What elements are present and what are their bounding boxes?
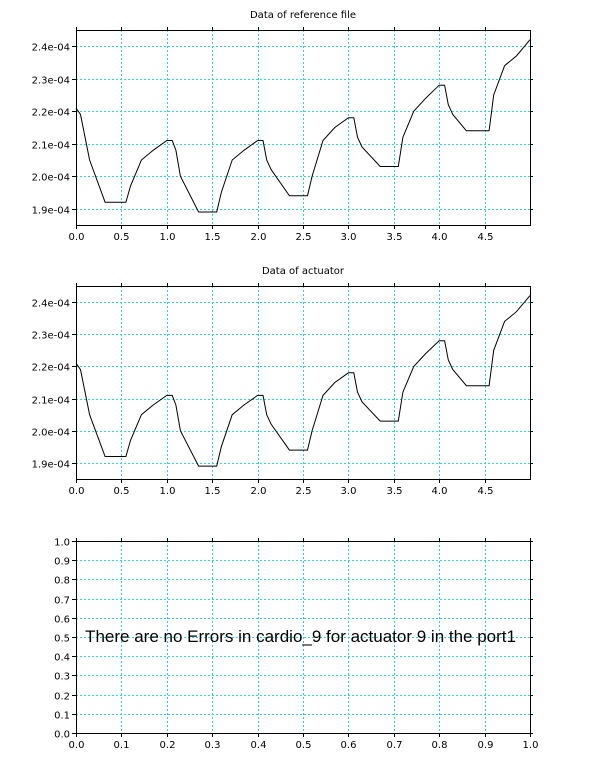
y-tick-label: 2.1e-04 <box>32 396 70 407</box>
x-tick-label: 2.0 <box>251 232 267 243</box>
x-tick-label: 4.5 <box>478 486 494 497</box>
y-tick-label: 0.4 <box>54 653 70 664</box>
y-tick-label: 1.9e-04 <box>32 206 70 217</box>
x-tick-label: 0.9 <box>478 740 494 751</box>
x-tick-label: 1.0 <box>160 486 176 497</box>
y-tick-label: 0.9 <box>54 557 70 568</box>
y-tick-label: 2.4e-04 <box>32 299 70 310</box>
x-tick-label: 0.0 <box>69 486 85 497</box>
x-tick-label: 2.5 <box>296 232 312 243</box>
y-tick-label: 0.3 <box>54 672 70 683</box>
series-line-1 <box>75 295 531 467</box>
y-tick-label: 0.7 <box>54 596 70 607</box>
y-tick-label: 2.3e-04 <box>32 76 70 87</box>
x-tick-label: 0.2 <box>160 740 176 751</box>
x-tick-label: 0.8 <box>432 740 448 751</box>
y-tick-label: 2.2e-04 <box>32 363 70 374</box>
x-tick-label: 1.5 <box>205 232 221 243</box>
x-tick-label: 2.5 <box>296 486 312 497</box>
chart-1: Data of reference file 0.0 0.5 1.0 1.5 2.0 2.5… <box>32 10 533 243</box>
y-tick-label: 1.9e-04 <box>32 460 70 471</box>
chart-3: 0.0 0.1 0.2 0.3 0.4 0.5 0.6 0.7 0.8 0.9 1.0 0.0 0.1 0… <box>54 538 538 752</box>
y-tick-label: 2.4e-04 <box>32 43 70 54</box>
y-tick-label: 2.0e-04 <box>32 173 70 184</box>
x-tick-label: 1.0 <box>160 232 176 243</box>
x-tick-label: 2.0 <box>251 486 267 497</box>
x-tick-label: 3.0 <box>341 486 357 497</box>
y-tick-label: 0.5 <box>54 634 70 645</box>
y-tick-label: 1.0 <box>54 538 70 549</box>
x-tick-label: 3.0 <box>341 232 357 243</box>
x-tick-label: 4.0 <box>432 486 448 497</box>
chart-2: Data of actuator 0.0 0.5 1.0 1.5 2.0 2.5 3.0 3.5… <box>32 266 533 497</box>
x-tick-label: 0.7 <box>387 740 403 751</box>
x-tick-label: 0.3 <box>205 740 221 751</box>
chart-title: Data of reference file <box>250 10 356 21</box>
y-tick-label: 2.3e-04 <box>32 331 70 342</box>
x-tick-label: 0.5 <box>114 232 130 243</box>
x-tick-label: 1.5 <box>205 486 221 497</box>
status-message: There are no Errors in cardio_9 for actu… <box>85 627 516 646</box>
x-tick-label: 0.5 <box>296 740 312 751</box>
series-line-1 <box>75 39 531 213</box>
y-tick-label: 0.1 <box>54 711 70 722</box>
chart-title: Data of actuator <box>262 266 345 277</box>
x-tick-label: 0.1 <box>114 740 130 751</box>
y-tick-label: 0.0 <box>54 730 70 741</box>
x-tick-label: 0.6 <box>341 740 357 751</box>
y-tick-label: 2.0e-04 <box>32 428 70 439</box>
x-tick-label: 1.0 <box>523 740 539 751</box>
x-tick-label: 3.5 <box>387 232 403 243</box>
x-tick-label: 0.0 <box>69 740 85 751</box>
y-tick-label: 2.2e-04 <box>32 108 70 119</box>
x-tick-label: 3.5 <box>387 486 403 497</box>
x-tick-label: 0.5 <box>114 486 130 497</box>
y-tick-label: 2.1e-04 <box>32 141 70 152</box>
y-tick-label: 0.2 <box>54 692 70 703</box>
x-tick-label: 4.5 <box>478 232 494 243</box>
y-tick-label: 0.6 <box>54 615 70 626</box>
x-tick-label: 4.0 <box>432 232 448 243</box>
x-tick-label: 0.4 <box>251 740 267 751</box>
y-tick-label: 0.8 <box>54 576 70 587</box>
x-tick-label: 0.0 <box>69 232 85 243</box>
